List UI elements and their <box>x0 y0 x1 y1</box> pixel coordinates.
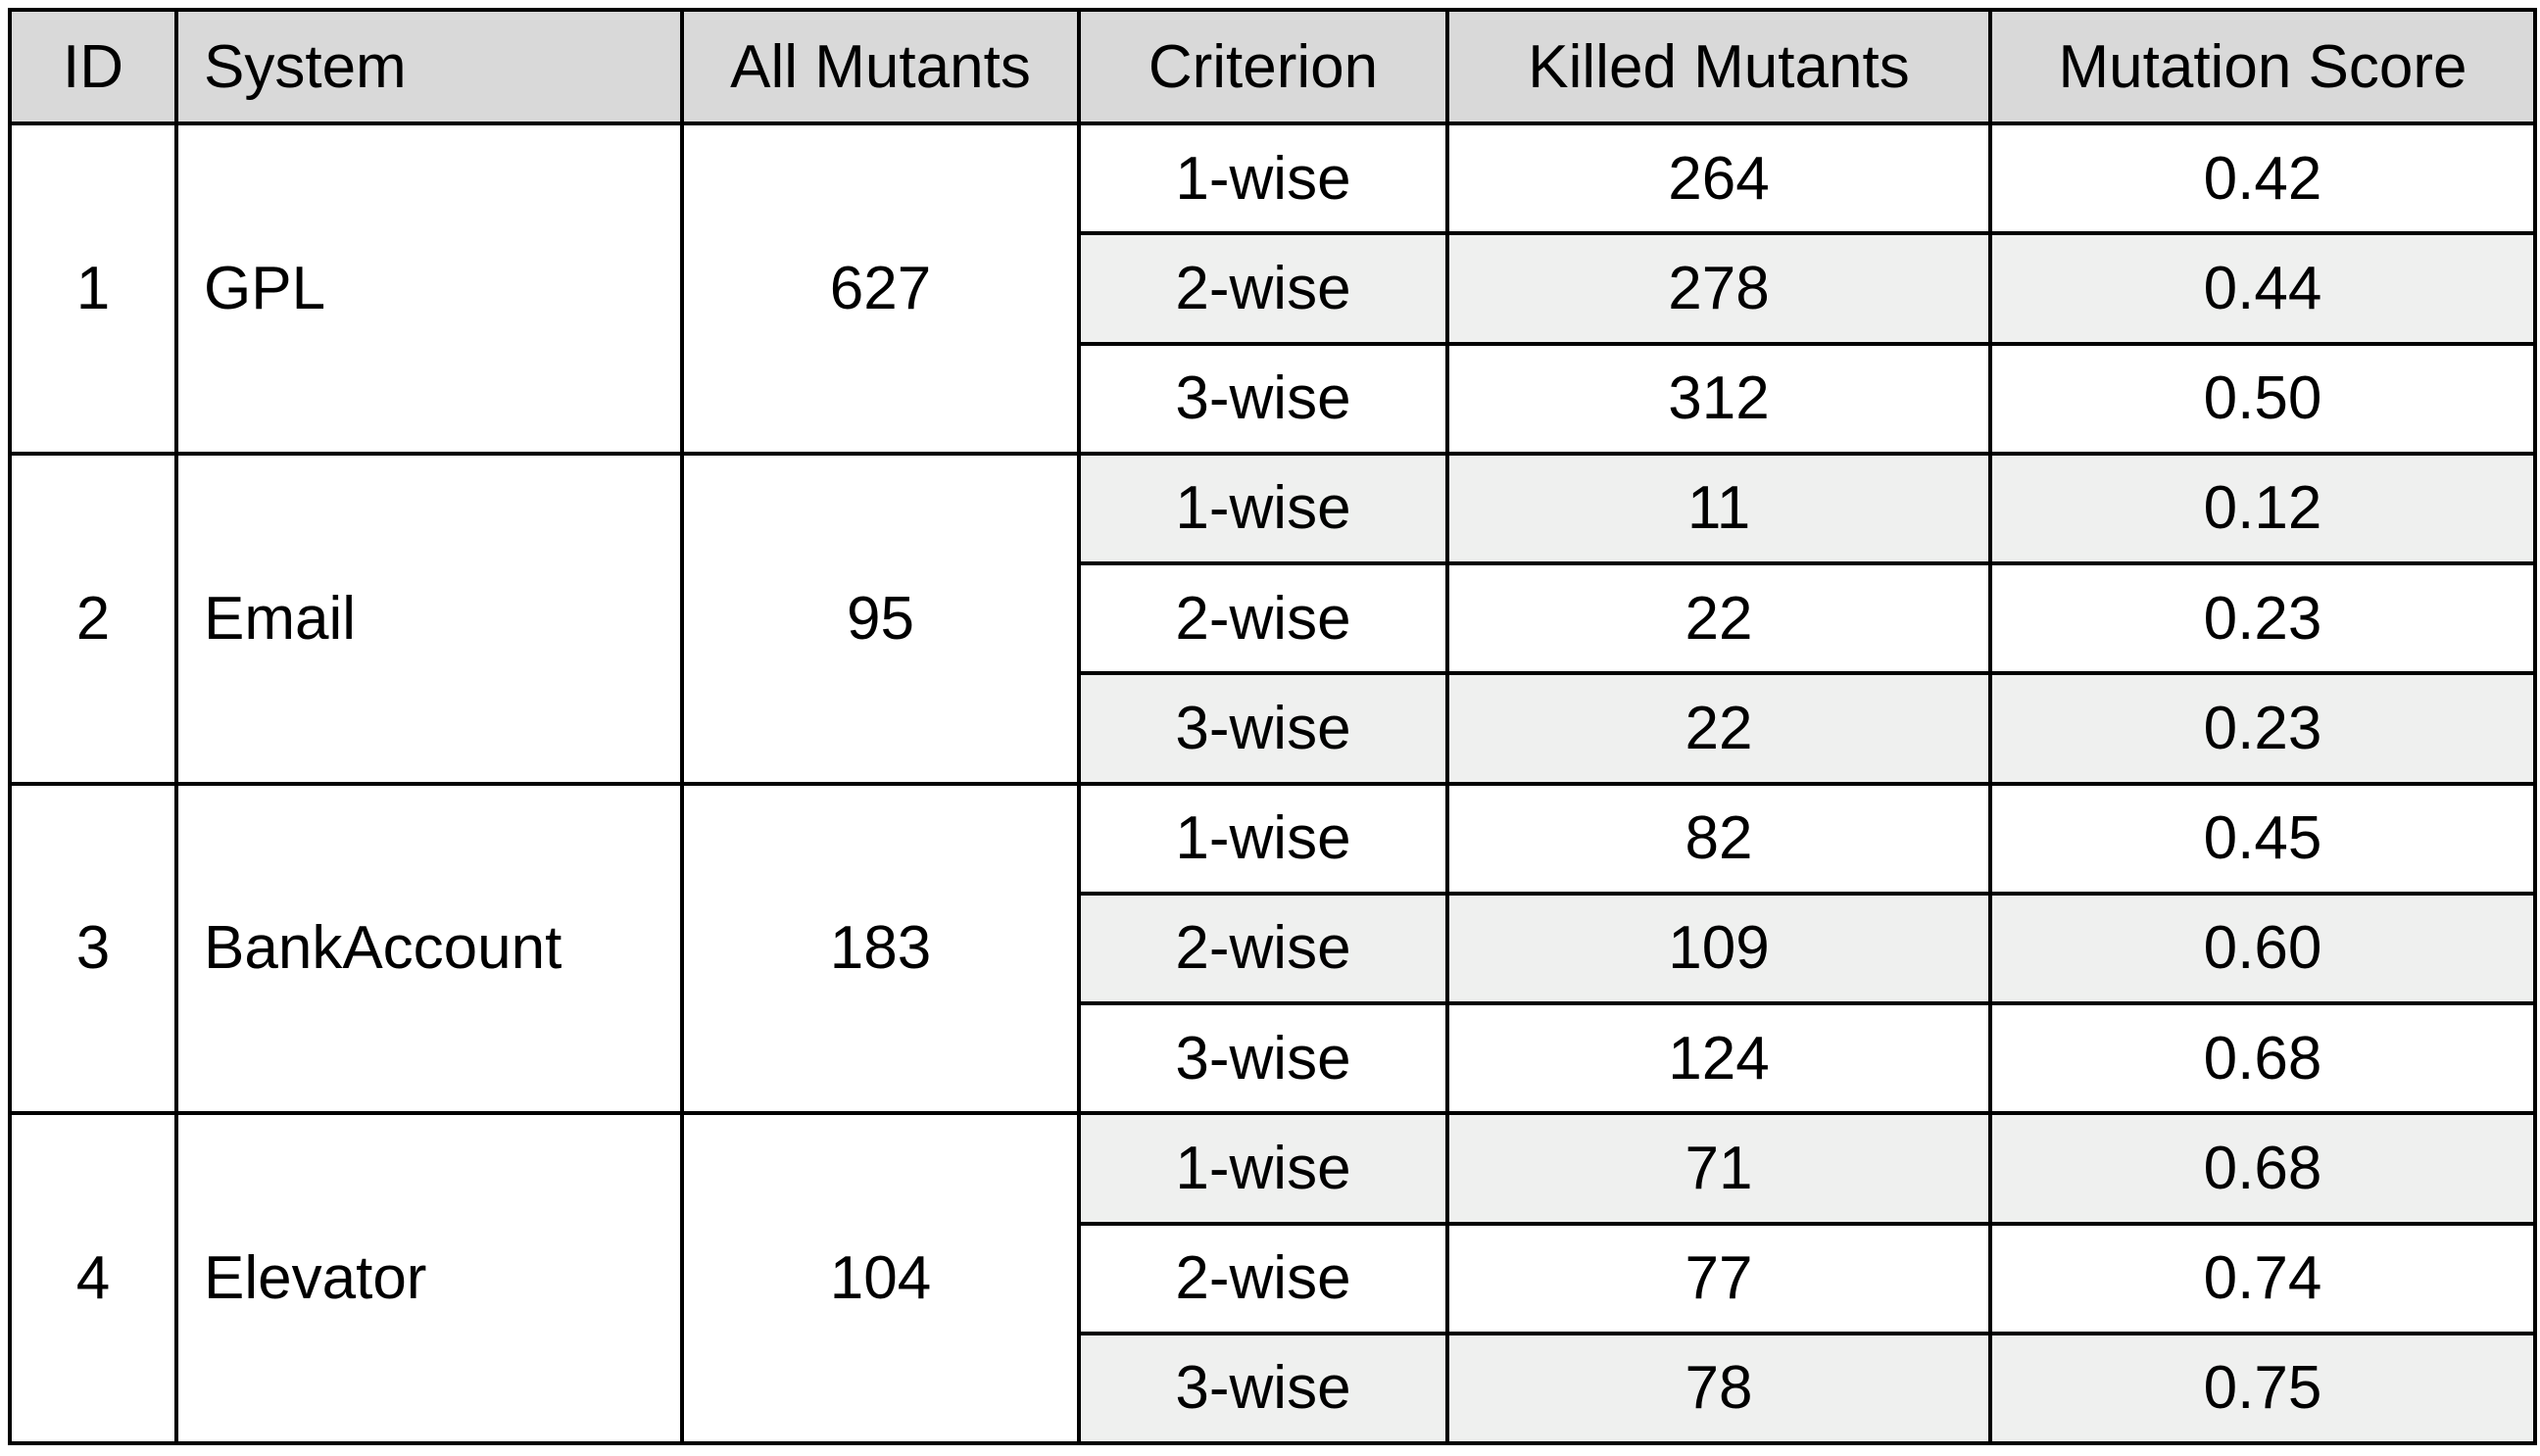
mutation-score-cell: 0.12 <box>1988 451 2537 566</box>
criterion-cell: 1-wise <box>1077 1111 1449 1226</box>
mutation-score-cell: 0.45 <box>1988 781 2537 896</box>
criterion-cell: 1-wise <box>1077 781 1449 896</box>
id-cell: 2 <box>8 451 178 786</box>
killed-mutants-cell: 77 <box>1445 1221 1992 1335</box>
mutation-score-cell: 0.23 <box>1988 671 2537 786</box>
table-row: 4 Elevator 104 1-wise 71 0.68 <box>8 1111 2537 1445</box>
all-mutants-cell: 95 <box>680 451 1081 786</box>
criterion-cell: 2-wise <box>1077 231 1449 346</box>
killed-mutants-cell: 264 <box>1445 121 1992 236</box>
killed-mutants-cell: 312 <box>1445 341 1992 456</box>
killed-mutants-cell: 11 <box>1445 451 1992 566</box>
table-row: 3-wise 312 0.50 <box>10 341 2537 456</box>
criterion-cell: 3-wise <box>1077 341 1449 456</box>
criterion-cell: 3-wise <box>1077 671 1449 786</box>
killed-mutants-cell: 22 <box>1445 560 1992 676</box>
killed-mutants-cell: 22 <box>1445 671 1992 786</box>
table-row: 1 GPL 627 1-wise 264 0.42 <box>8 121 2537 456</box>
all-mutants-cell: 627 <box>680 121 1081 456</box>
criterion-cell: 1-wise <box>1077 121 1449 236</box>
killed-mutants-cell: 278 <box>1445 231 1992 346</box>
header-mutation-score: Mutation Score <box>1988 8 2537 125</box>
table-row: 3-wise 22 0.23 <box>10 671 2537 786</box>
header-all-mutants: All Mutants <box>680 8 1081 125</box>
mutation-score-cell: 0.50 <box>1988 341 2537 456</box>
killed-mutants-cell: 109 <box>1445 891 1992 1006</box>
system-cell: Email <box>174 451 684 786</box>
mutation-results-table: ID System All Mutants Criterion Killed M… <box>8 8 2537 1446</box>
table-row: 2-wise 77 0.74 <box>10 1221 2537 1335</box>
mutation-score-cell: 0.74 <box>1988 1221 2537 1335</box>
table-row: 2-wise 109 0.60 <box>10 891 2537 1006</box>
id-cell: 3 <box>8 781 178 1116</box>
table-header-row: ID System All Mutants Criterion Killed M… <box>8 8 2537 125</box>
table-row: 2 Email 95 1-wise 11 0.12 <box>8 451 2537 786</box>
criterion-cell: 3-wise <box>1077 1331 1449 1446</box>
criterion-cell: 1-wise <box>1077 451 1449 566</box>
system-cell: Elevator <box>174 1111 684 1445</box>
id-cell: 4 <box>8 1111 178 1445</box>
table-row: 3 BankAccount 183 1-wise 82 0.45 <box>8 781 2537 1116</box>
table-row: 3-wise 124 0.68 <box>10 1000 2537 1116</box>
header-system: System <box>174 8 684 125</box>
criterion-cell: 2-wise <box>1077 891 1449 1006</box>
killed-mutants-cell: 124 <box>1445 1000 1992 1116</box>
table-row: 3-wise 78 0.75 <box>10 1331 2537 1446</box>
mutation-score-cell: 0.68 <box>1988 1000 2537 1116</box>
table-row: 2-wise 278 0.44 <box>10 231 2537 346</box>
all-mutants-cell: 104 <box>680 1111 1081 1445</box>
killed-mutants-cell: 71 <box>1445 1111 1992 1226</box>
id-cell: 1 <box>8 121 178 456</box>
criterion-cell: 2-wise <box>1077 1221 1449 1335</box>
mutation-score-cell: 0.68 <box>1988 1111 2537 1226</box>
mutation-score-cell: 0.23 <box>1988 560 2537 676</box>
header-criterion: Criterion <box>1077 8 1449 125</box>
system-cell: GPL <box>174 121 684 456</box>
mutation-score-cell: 0.60 <box>1988 891 2537 1006</box>
system-cell: BankAccount <box>174 781 684 1116</box>
criterion-cell: 2-wise <box>1077 560 1449 676</box>
mutation-score-cell: 0.42 <box>1988 121 2537 236</box>
killed-mutants-cell: 78 <box>1445 1331 1992 1446</box>
killed-mutants-cell: 82 <box>1445 781 1992 896</box>
criterion-cell: 3-wise <box>1077 1000 1449 1116</box>
header-killed-mutants: Killed Mutants <box>1445 8 1992 125</box>
mutation-score-cell: 0.75 <box>1988 1331 2537 1446</box>
header-id: ID <box>8 8 178 125</box>
mutation-score-cell: 0.44 <box>1988 231 2537 346</box>
table-row: 2-wise 22 0.23 <box>10 560 2537 676</box>
all-mutants-cell: 183 <box>680 781 1081 1116</box>
